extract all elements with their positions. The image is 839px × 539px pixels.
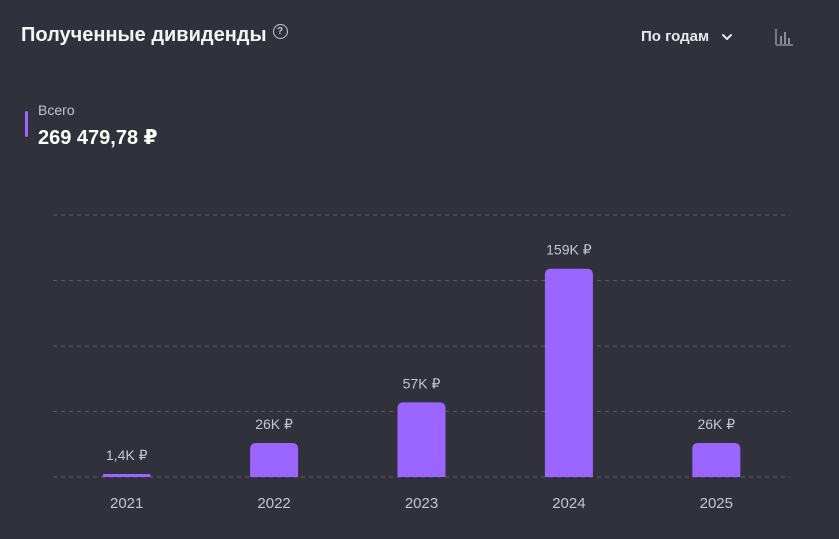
bar-chart-icon[interactable] [774,28,794,46]
chart-bar[interactable] [397,402,446,477]
total-value: 269 479,78 ₽ [38,127,158,149]
chart-bar[interactable] [544,268,593,477]
chart-bar[interactable] [102,474,151,477]
chart-data-label: 1,4K ₽ [106,447,148,463]
chart-data-label: 57K ₽ [403,375,441,391]
chart-bar[interactable] [692,442,741,477]
chart-bar[interactable] [250,442,299,477]
question-circle-icon[interactable]: ? [272,24,288,39]
chart-data-label: 159K ₽ [546,242,592,258]
chart-x-tick-label: 2025 [700,495,733,512]
period-select-label: По годам [641,28,710,45]
title-text: Полученные дивиденды [21,24,267,46]
chart-data-label: 26K ₽ [697,416,735,432]
chart-x-tick-label: 2021 [110,495,143,512]
chevron-down-icon [722,33,733,40]
chart-x-tick-label: 2023 [405,495,438,512]
period-select[interactable]: По годам [641,28,733,45]
chart-x-tick-label: 2024 [552,495,585,512]
chart-data-label: 26K ₽ [255,416,293,432]
total-label: Всего [38,102,75,118]
chart-x-tick-label: 2022 [257,495,290,512]
page-title: Полученные дивиденды ? [21,24,288,47]
total-marker [25,111,28,137]
